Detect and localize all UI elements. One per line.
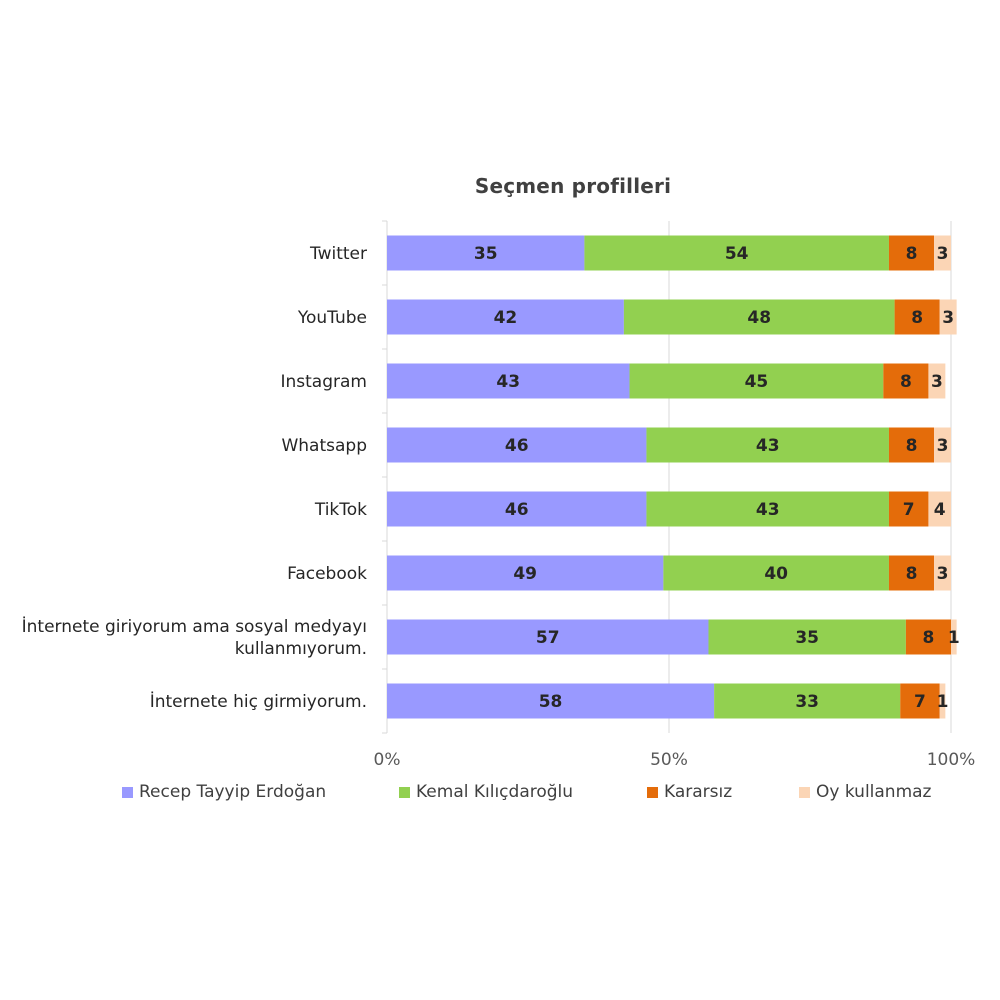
data-label: 1	[937, 692, 949, 712]
bar-segment	[939, 299, 957, 335]
bar-segment	[928, 363, 946, 399]
category-label: kullanmıyorum.	[235, 639, 367, 659]
data-label: 46	[505, 500, 529, 520]
bar-segment	[934, 235, 951, 271]
data-label: 3	[937, 436, 949, 456]
legend-item: Kararsız	[647, 780, 732, 804]
bar-segment	[934, 555, 951, 591]
legend-item: Kemal Kılıçdaroğlu	[399, 780, 573, 804]
legend-swatch	[647, 786, 658, 798]
bar-segment	[387, 555, 664, 591]
bar-segment	[623, 299, 895, 335]
data-label: 8	[906, 564, 918, 584]
bar-segment	[900, 683, 940, 719]
legend-label: Kemal Kılıçdaroğlu	[416, 782, 574, 802]
bar-segment	[894, 299, 940, 335]
data-label: 7	[914, 692, 926, 712]
category-label: Whatsapp	[281, 436, 367, 456]
data-label: 43	[756, 500, 780, 520]
data-label: 3	[937, 244, 949, 264]
bar-segment	[646, 491, 889, 527]
data-label: 3	[942, 308, 954, 328]
data-label: 3	[931, 372, 943, 392]
bar-segment	[939, 683, 946, 719]
bar-segment	[708, 619, 906, 655]
bar-segment	[629, 363, 884, 399]
x-tick-label: 50%	[650, 750, 688, 770]
legend-item: Recep Tayyip Erdoğan	[122, 780, 326, 804]
bar-segment	[888, 427, 935, 463]
data-label: 8	[906, 436, 918, 456]
legend-item: Oy kullanmaz	[799, 780, 931, 804]
data-label: 33	[795, 692, 819, 712]
legend-swatch	[122, 786, 133, 798]
bar-segment	[387, 235, 585, 271]
category-label: Instagram	[281, 372, 368, 392]
bar-segment	[888, 235, 935, 271]
data-label: 54	[725, 244, 749, 264]
bar-segment	[584, 235, 889, 271]
data-label: 8	[911, 308, 923, 328]
data-label: 48	[747, 308, 771, 328]
chart-legend: Recep Tayyip Erdoğan Kemal Kılıçdaroğlu Ka…	[0, 780, 1000, 804]
data-label: 3	[937, 564, 949, 584]
data-label: 46	[505, 436, 529, 456]
data-label: 1	[948, 628, 960, 648]
legend-swatch	[399, 786, 410, 798]
legend-label: Recep Tayyip Erdoğan	[139, 782, 327, 802]
data-label: 7	[903, 500, 915, 520]
data-label: 58	[539, 692, 563, 712]
bar-segment	[951, 619, 957, 655]
data-label: 45	[745, 372, 769, 392]
chart-title: Seçmen profilleri	[474, 174, 672, 198]
data-label: 43	[756, 436, 780, 456]
bar-segment	[387, 427, 647, 463]
legend-label: Oy kullanmaz	[816, 782, 932, 802]
bar-segment	[387, 363, 630, 399]
data-label: 8	[900, 372, 912, 392]
data-label: 49	[513, 564, 537, 584]
bar-segment	[934, 427, 951, 463]
data-label: 40	[764, 564, 788, 584]
x-tick-label: 100%	[927, 750, 976, 770]
bar-segment	[928, 491, 951, 527]
bar-segment	[387, 299, 624, 335]
bar-segment	[883, 363, 929, 399]
category-label: TikTok	[314, 500, 367, 520]
data-label: 35	[474, 244, 498, 264]
bar-segment	[888, 491, 929, 527]
data-label: 57	[536, 628, 560, 648]
data-label: 35	[795, 628, 819, 648]
legend-label: Kararsız	[664, 782, 733, 802]
category-label: İnternete giriyorum ama sosyal medyayı	[22, 616, 367, 637]
data-label: 43	[496, 372, 520, 392]
bar-segment	[905, 619, 951, 655]
bar-segment	[387, 491, 647, 527]
bar-segment	[663, 555, 889, 591]
bar-segment	[888, 555, 935, 591]
category-label: İnternete hiç girmiyorum.	[150, 691, 367, 712]
data-label: 8	[906, 244, 918, 264]
bar-segment	[646, 427, 889, 463]
category-label: YouTube	[297, 308, 367, 328]
bar-segment	[714, 683, 901, 719]
bar-segment	[387, 683, 715, 719]
x-tick-label: 0%	[374, 750, 401, 770]
data-label: 8	[923, 628, 935, 648]
category-label: Facebook	[287, 564, 367, 584]
bar-segment	[387, 619, 709, 655]
category-label: Twitter	[309, 244, 367, 264]
legend-swatch	[799, 786, 810, 798]
data-label: 42	[494, 308, 518, 328]
data-label: 4	[934, 500, 946, 520]
